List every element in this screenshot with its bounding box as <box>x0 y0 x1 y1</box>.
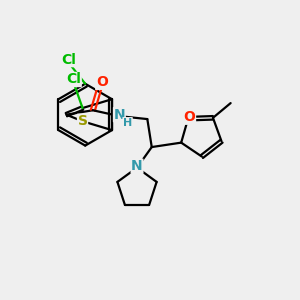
Text: Cl: Cl <box>66 73 81 86</box>
Text: N: N <box>131 159 143 173</box>
Text: Cl: Cl <box>61 52 76 67</box>
Text: N: N <box>113 108 125 122</box>
Text: O: O <box>96 75 108 89</box>
Text: H: H <box>123 118 132 128</box>
Text: O: O <box>184 110 196 124</box>
Text: S: S <box>78 114 88 128</box>
